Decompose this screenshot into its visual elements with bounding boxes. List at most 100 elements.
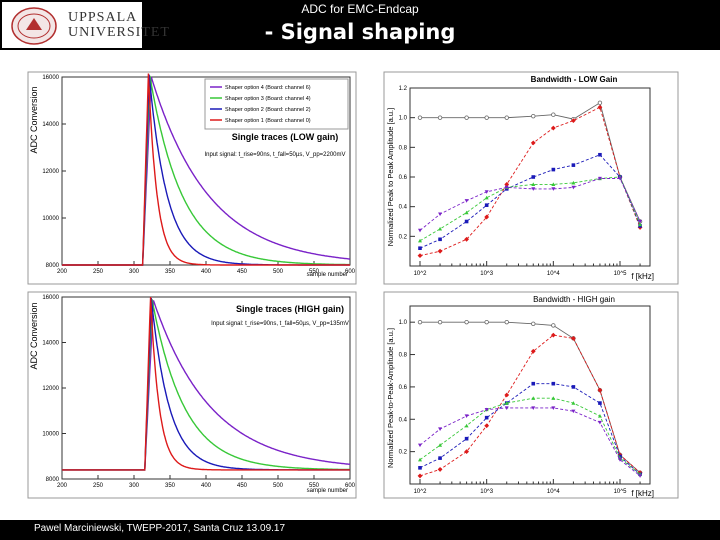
data-point-grey — [597, 100, 603, 106]
logo-line2: UNIVERSITET — [68, 25, 170, 40]
plot-frame — [409, 87, 651, 267]
data-point-blue — [418, 246, 422, 250]
data-point-blue — [438, 237, 442, 242]
data-point-blue — [598, 152, 602, 157]
plot-frame — [61, 296, 351, 480]
data-point-purple — [638, 474, 643, 478]
data-point-green — [638, 222, 643, 227]
data-point-blue — [551, 381, 556, 386]
x-tick-label: 300 — [129, 483, 140, 489]
x-tick-label: 550 — [309, 269, 320, 275]
legend-entry-option3: Shaper option 3 (Board: channel 4) — [225, 96, 311, 102]
x-tick-label: 300 — [129, 269, 140, 275]
legend-box — [204, 78, 349, 130]
data-point-grey — [504, 115, 509, 120]
data-point-green — [438, 226, 443, 231]
input-signal-note: Input signal: t_rise=90ns, t_fall=50µs, … — [211, 321, 349, 327]
y-tick-label: 0.6 — [399, 175, 408, 181]
data-point-purple — [571, 185, 576, 190]
university-logo: UPPSALA UNIVERSITET — [2, 2, 169, 48]
data-point-grey — [531, 321, 536, 326]
bandwidth-panel-low: Bandwidth - LOW Gain Normalized Peak to … — [383, 71, 679, 285]
data-point-purple — [464, 199, 469, 203]
x-tick-label: 400 — [201, 269, 212, 275]
data-point-green — [464, 210, 469, 215]
data-point-grey — [437, 115, 443, 120]
x-axis-label: sample number — [307, 272, 348, 278]
x-axis-label: f [kHz] — [631, 489, 654, 498]
y-axis-label: ADC Conversion — [29, 302, 39, 369]
y-tick-label: 8000 — [46, 263, 60, 269]
data-point-red — [570, 118, 576, 124]
chart-title: Single traces (HIGH gain) — [236, 304, 344, 314]
data-point-grey — [417, 115, 423, 120]
y-tick-label: 12000 — [42, 169, 59, 175]
header-bar: UPPSALA UNIVERSITET ADC for EMC-Endcap -… — [0, 0, 720, 50]
data-point-purple — [504, 185, 509, 190]
x-tick-label: 400 — [201, 483, 212, 489]
data-point-grey — [531, 113, 536, 119]
x-tick-label: 350 — [165, 269, 176, 275]
data-point-purple — [438, 212, 443, 217]
x-tick-label: 500 — [273, 483, 284, 489]
data-point-green — [464, 423, 469, 428]
y-tick-label: 16000 — [42, 295, 59, 301]
y-tick-label: 0.2 — [399, 234, 408, 240]
data-point-purple — [531, 406, 536, 410]
x-axis-label: f [kHz] — [631, 272, 654, 281]
chart-title: Bandwidth - LOW Gain — [531, 75, 618, 84]
x-tick-label: 10^3 — [480, 271, 493, 277]
footer-bar: Pawel Marciniewski, TWEPP-2017, Santa Cr… — [0, 520, 720, 540]
data-point-grey — [551, 323, 556, 328]
data-point-purple — [571, 409, 576, 414]
data-point-purple — [638, 219, 643, 224]
x-tick-label: 10^5 — [614, 271, 627, 277]
data-point-blue — [531, 175, 536, 179]
y-tick-label: 0.4 — [399, 417, 408, 423]
data-point-purple — [618, 176, 622, 181]
legend: Shaper option 4 (Board: channel 6) Shape… — [204, 78, 349, 130]
data-point-green — [484, 195, 489, 200]
data-point-blue — [551, 167, 556, 172]
data-point-green — [418, 457, 422, 462]
footer-text: Pawel Marciniewski, TWEPP-2017, Santa Cr… — [34, 523, 286, 534]
x-tick-label: 450 — [237, 269, 248, 275]
data-point-purple — [618, 458, 622, 462]
data-point-blue — [438, 456, 442, 460]
x-tick-label: 550 — [309, 483, 320, 489]
x-tick-label: 450 — [237, 483, 248, 489]
x-tick-label: 200 — [57, 269, 68, 275]
data-point-blue — [571, 163, 576, 167]
slide-subtitle: ADC for EMC-Endcap — [301, 2, 419, 16]
data-point-green — [571, 180, 576, 185]
university-seal-icon — [11, 7, 57, 45]
y-axis-label: ADC Conversion — [29, 86, 39, 153]
data-point-purple — [551, 406, 556, 410]
trace-panel-high: ADC Conversion sample number Single trac… — [27, 291, 357, 499]
data-point-green — [438, 443, 443, 447]
y-tick-label: 14000 — [42, 122, 59, 128]
data-point-purple — [504, 406, 509, 410]
x-tick-label: 600 — [345, 483, 356, 489]
data-point-blue — [484, 415, 489, 420]
data-point-purple — [418, 443, 422, 448]
x-tick-label: 10^4 — [547, 271, 560, 277]
chart-title: Bandwidth - HIGH gain — [533, 295, 615, 304]
data-point-purple — [597, 420, 602, 425]
slide-title: - Signal shaping — [264, 20, 456, 44]
data-point-red — [464, 236, 470, 242]
data-point-blue — [531, 381, 536, 386]
y-axis-label: Normalized Peak to Peak Amplitude [a.u.] — [386, 108, 395, 246]
data-point-blue — [464, 219, 469, 224]
y-tick-label: 0.6 — [399, 385, 408, 391]
data-point-grey — [484, 115, 489, 120]
y-tick-label: 16000 — [42, 75, 59, 81]
data-point-grey — [437, 319, 443, 325]
y-tick-label: 0.8 — [399, 353, 408, 359]
data-point-grey — [504, 319, 509, 325]
series-line-red — [419, 334, 641, 477]
y-tick-label: 1.0 — [399, 320, 408, 326]
data-point-red — [437, 248, 443, 254]
trace-shaper-option-1 — [62, 296, 350, 471]
plot-frame — [409, 305, 651, 485]
